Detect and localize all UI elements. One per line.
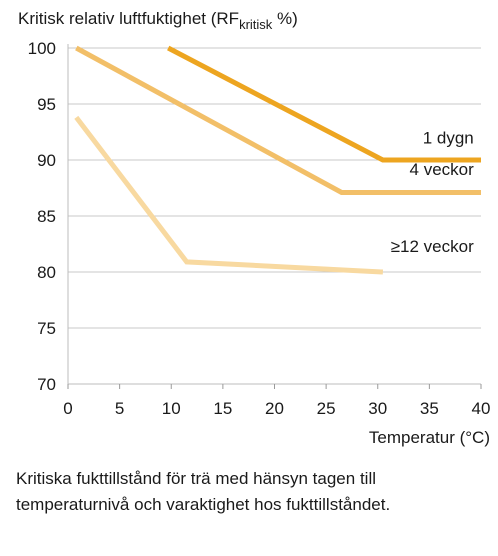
x-tick-label-15: 15 xyxy=(213,399,232,418)
caption-line-1: Kritiska fukttillstånd för trä med hänsy… xyxy=(16,469,376,488)
y-tick-label-70: 70 xyxy=(37,375,56,394)
x-tick-label-40: 40 xyxy=(472,399,491,418)
caption-line-2: temperaturnivå och varaktighet hos fuktt… xyxy=(16,495,391,514)
y-tick-label-100: 100 xyxy=(28,39,56,58)
x-tick-label-0: 0 xyxy=(63,399,72,418)
x-tick-label-35: 35 xyxy=(420,399,439,418)
series-labels: 1 dygn 4 veckor ≥12 veckor xyxy=(391,129,474,257)
series-label-1-dygn: 1 dygn xyxy=(423,129,474,148)
series-line-1-dygn xyxy=(167,45,481,163)
series-label-4-veckor: 4 veckor xyxy=(410,160,475,179)
series-lines xyxy=(74,45,481,275)
series-line-4-veckor xyxy=(75,45,481,195)
x-tick-label-30: 30 xyxy=(368,399,387,418)
x-tick-label-20: 20 xyxy=(265,399,284,418)
chart-title-end: %) xyxy=(272,9,298,28)
x-tick-label-5: 5 xyxy=(115,399,124,418)
chart-title: Kritisk relativ luftfuktighet (RFkritisk… xyxy=(18,9,298,32)
axes: 70 75 80 85 90 95 100 0 5 10 15 20 25 30 35 40 xyxy=(28,39,491,418)
x-tick-label-10: 10 xyxy=(162,399,181,418)
y-tick-label-90: 90 xyxy=(37,151,56,170)
x-tick-label-25: 25 xyxy=(317,399,336,418)
figure-caption: Kritiska fukttillstånd för trä med hänsy… xyxy=(16,466,486,518)
chart-title-main: Kritisk relativ luftfuktighet (RF xyxy=(18,9,239,28)
y-tick-label-95: 95 xyxy=(37,95,56,114)
y-tick-label-80: 80 xyxy=(37,263,56,282)
series-label-12-veckor: ≥12 veckor xyxy=(391,237,474,256)
series-line-12-veckor xyxy=(74,115,384,275)
x-axis-label: Temperatur (°C) xyxy=(369,428,490,447)
y-tick-label-75: 75 xyxy=(37,319,56,338)
chart-title-subscript: kritisk xyxy=(239,17,273,32)
y-tick-label-85: 85 xyxy=(37,207,56,226)
